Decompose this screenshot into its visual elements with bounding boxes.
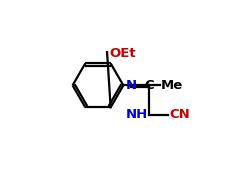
Text: Me: Me [161,79,183,92]
Text: N: N [125,79,137,92]
Text: OEt: OEt [109,47,136,60]
Text: C: C [144,79,154,92]
Text: NH: NH [126,108,148,121]
Text: CN: CN [169,108,190,121]
